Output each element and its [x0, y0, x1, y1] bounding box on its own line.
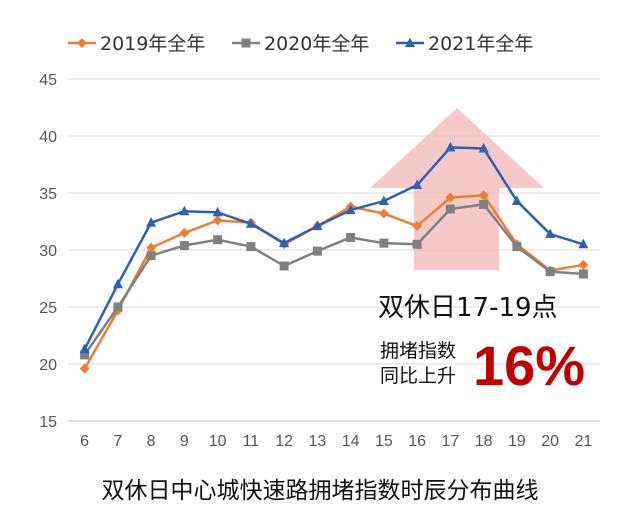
series-line	[83, 203, 584, 356]
y-tick-label: 20	[39, 357, 57, 374]
annotation-window-label: 双休日17-19点	[378, 293, 558, 323]
x-axis-ticks: 6 7 8 9 10 11 12 13 14 15 16 17 18 19 20 21	[80, 433, 592, 450]
legend-marker	[77, 38, 87, 48]
data-point	[146, 217, 157, 227]
annotation-line1: 拥堵指数	[380, 340, 456, 362]
data-point	[545, 267, 555, 277]
series-line	[83, 146, 584, 350]
series-line	[83, 194, 584, 370]
annotation-percent: 16%	[473, 334, 585, 397]
data-point	[312, 220, 323, 231]
data-point	[445, 141, 456, 152]
data-point	[246, 242, 256, 252]
data-point	[578, 269, 588, 279]
data-point	[79, 343, 90, 354]
x-tick-label: 19	[508, 433, 526, 450]
data-point	[179, 240, 189, 250]
data-point	[478, 143, 489, 153]
data-point	[345, 204, 356, 215]
data-point	[412, 221, 423, 232]
data-point	[511, 195, 522, 205]
x-tick-label: 20	[541, 433, 559, 450]
legend-item: 2019年全年	[68, 33, 205, 55]
data-point	[279, 261, 289, 271]
data-point	[412, 179, 423, 190]
y-axis-ticks: 15 20 25 30 35 40 45	[39, 72, 57, 431]
data-point	[578, 259, 589, 270]
gridlines	[68, 78, 600, 365]
data-point	[545, 228, 556, 239]
x-tick-label: 17	[441, 433, 459, 450]
x-tick-label: 7	[113, 433, 122, 450]
data-point	[312, 246, 322, 256]
legend-marker	[241, 38, 251, 48]
data-point	[80, 350, 90, 360]
x-tick-label: 18	[475, 433, 493, 450]
x-tick-label: 16	[408, 433, 426, 450]
data-point	[79, 363, 90, 374]
data-point	[479, 199, 489, 209]
data-point	[578, 238, 589, 249]
data-point	[445, 192, 456, 203]
x-tick-label: 10	[209, 433, 227, 450]
data-point	[346, 232, 356, 242]
y-tick-label: 45	[39, 72, 57, 89]
legend: 2019年全年 2020年全年 2021年全年	[68, 33, 533, 55]
x-tick-label: 15	[375, 433, 393, 450]
data-point	[412, 239, 422, 249]
data-point	[279, 237, 290, 248]
y-tick-label: 30	[39, 243, 57, 260]
data-point	[113, 302, 123, 312]
x-tick-label: 9	[180, 433, 189, 450]
y-tick-label: 15	[39, 414, 57, 431]
data-point	[179, 227, 190, 238]
y-tick-label: 35	[39, 186, 57, 203]
legend-marker	[405, 37, 415, 47]
y-tick-label: 40	[39, 129, 57, 146]
series-lines	[79, 141, 589, 374]
legend-label: 2019年全年	[100, 33, 205, 55]
data-point	[245, 218, 256, 228]
data-point	[378, 208, 389, 219]
x-tick-label: 6	[80, 433, 89, 450]
data-point	[379, 238, 389, 248]
data-point	[112, 278, 123, 289]
annotation-line2: 同比上升	[380, 365, 456, 387]
data-point	[213, 235, 223, 245]
legend-item: 2020年全年	[232, 33, 369, 55]
data-point	[478, 190, 489, 201]
data-point	[512, 242, 522, 252]
y-tick-label: 25	[39, 300, 57, 317]
series-2	[80, 199, 588, 360]
data-point	[445, 204, 455, 214]
x-tick-label: 8	[147, 433, 156, 450]
data-point	[378, 195, 389, 205]
x-tick-label: 11	[243, 433, 260, 450]
up-arrow-highlight	[370, 108, 544, 270]
x-tick-label: 12	[275, 433, 293, 450]
legend-label: 2021年全年	[428, 33, 533, 55]
x-tick-label: 14	[342, 433, 360, 450]
data-point	[146, 242, 157, 253]
legend-label: 2020年全年	[264, 33, 369, 55]
chart-caption: 双休日中心城快速路拥堵指数时辰分布曲线	[102, 478, 539, 504]
x-tick-label: 13	[308, 433, 326, 450]
series-3	[79, 141, 589, 354]
data-point	[146, 251, 156, 261]
legend-item: 2021年全年	[396, 33, 533, 55]
data-point	[212, 206, 223, 217]
data-point	[212, 215, 223, 226]
x-tick-label: 21	[574, 433, 592, 450]
data-point	[179, 205, 190, 216]
